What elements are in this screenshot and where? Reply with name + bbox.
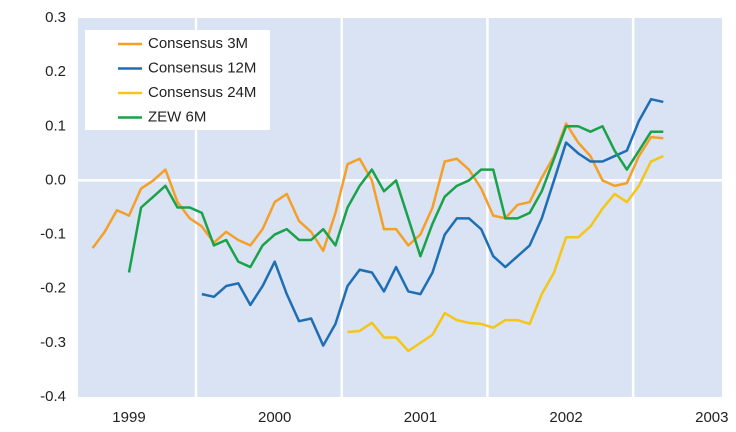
- legend-box: [85, 30, 270, 130]
- y-tick-label: -0.4: [40, 388, 66, 405]
- x-tick-label: 1999: [112, 409, 145, 426]
- legend-label: Consensus 24M: [148, 84, 256, 101]
- y-tick-label: -0.1: [40, 226, 66, 243]
- y-tick-label: 0.3: [45, 9, 66, 26]
- series-line: [127, 125, 664, 273]
- legend-label: Consensus 12M: [148, 59, 256, 76]
- x-tick-label: 2000: [258, 409, 291, 426]
- series-line: [201, 97, 664, 347]
- y-tick-label: 0.0: [45, 171, 66, 188]
- legend-label: Consensus 3M: [148, 35, 248, 52]
- x-tick-label: 2003: [695, 409, 728, 426]
- y-tick-label: -0.3: [40, 334, 66, 351]
- y-tick-label: 0.1: [45, 117, 66, 134]
- y-tick-label: -0.2: [40, 280, 66, 297]
- y-tick-label: 0.2: [45, 63, 66, 80]
- legend-label: ZEW 6M: [148, 108, 206, 125]
- x-tick-label: 2001: [404, 409, 437, 426]
- series-line: [347, 154, 664, 353]
- x-tick-label: 2002: [549, 409, 582, 426]
